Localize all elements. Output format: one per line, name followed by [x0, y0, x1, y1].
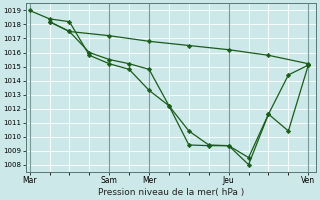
X-axis label: Pression niveau de la mer( hPa ): Pression niveau de la mer( hPa ) — [98, 188, 244, 197]
